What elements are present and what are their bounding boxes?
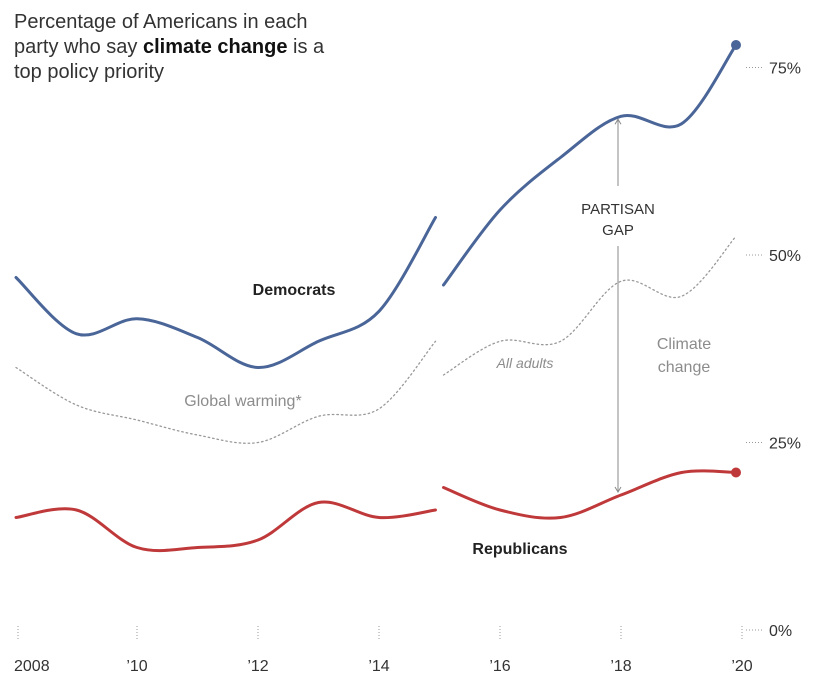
- y-gridlines: 0% 25% 50% 75%: [746, 61, 801, 640]
- x-axis: 2008 ’10 ’12 ’14 ’16 ’18 ’20: [14, 626, 753, 675]
- x-tick-label: ’16: [489, 658, 510, 675]
- partisan-gap-label-line1: PARTISAN: [581, 201, 655, 218]
- climate-change-label-line2: change: [658, 359, 711, 376]
- x-tick-label: ’10: [126, 658, 147, 675]
- y-tick-label: 75%: [769, 61, 801, 78]
- chart-title-text: Percentage of Americans in each party wh…: [14, 11, 308, 58]
- partisan-gap-label-line2: GAP: [602, 222, 634, 239]
- y-tick-label: 0%: [769, 623, 792, 640]
- series-lines: [14, 40, 741, 553]
- chart-title: Percentage of Americans in each party wh…: [14, 10, 354, 85]
- series-line-dem: [442, 43, 738, 287]
- democrats-label: Democrats: [253, 282, 336, 299]
- chart-title-tail: is a top policy priority: [14, 36, 325, 83]
- x-tick-label: 2008: [14, 658, 50, 675]
- x-tick-label: ’18: [610, 658, 631, 675]
- gap-arrowhead-up: [614, 118, 622, 125]
- all-adults-label: All adults: [496, 355, 554, 371]
- chart-labels: Democrats Republicans Global warming* Al…: [184, 282, 711, 558]
- y-tick-label: 50%: [769, 248, 801, 265]
- series-end-point-rep: [731, 467, 741, 478]
- series-line-rep: [442, 469, 738, 520]
- series-line-dem: [14, 216, 437, 370]
- series-end-point-dem: [731, 40, 741, 50]
- series-line-all: [15, 340, 437, 444]
- series-line-all: [442, 235, 737, 376]
- x-tick-label: ’14: [368, 658, 389, 675]
- republicans-label: Republicans: [472, 541, 567, 558]
- series-line-rep: [14, 500, 437, 553]
- gap-arrowhead-down: [614, 486, 622, 493]
- global-warming-label: Global warming*: [184, 393, 301, 410]
- partisan-gap-annotation: PARTISAN GAP: [581, 118, 655, 493]
- climate-change-label-line1: Climate: [657, 336, 711, 353]
- x-tick-label: ’20: [731, 658, 752, 675]
- x-tick-label: ’12: [247, 658, 268, 675]
- y-tick-label: 25%: [769, 436, 801, 453]
- chart-title-emphasis: climate change: [142, 36, 288, 58]
